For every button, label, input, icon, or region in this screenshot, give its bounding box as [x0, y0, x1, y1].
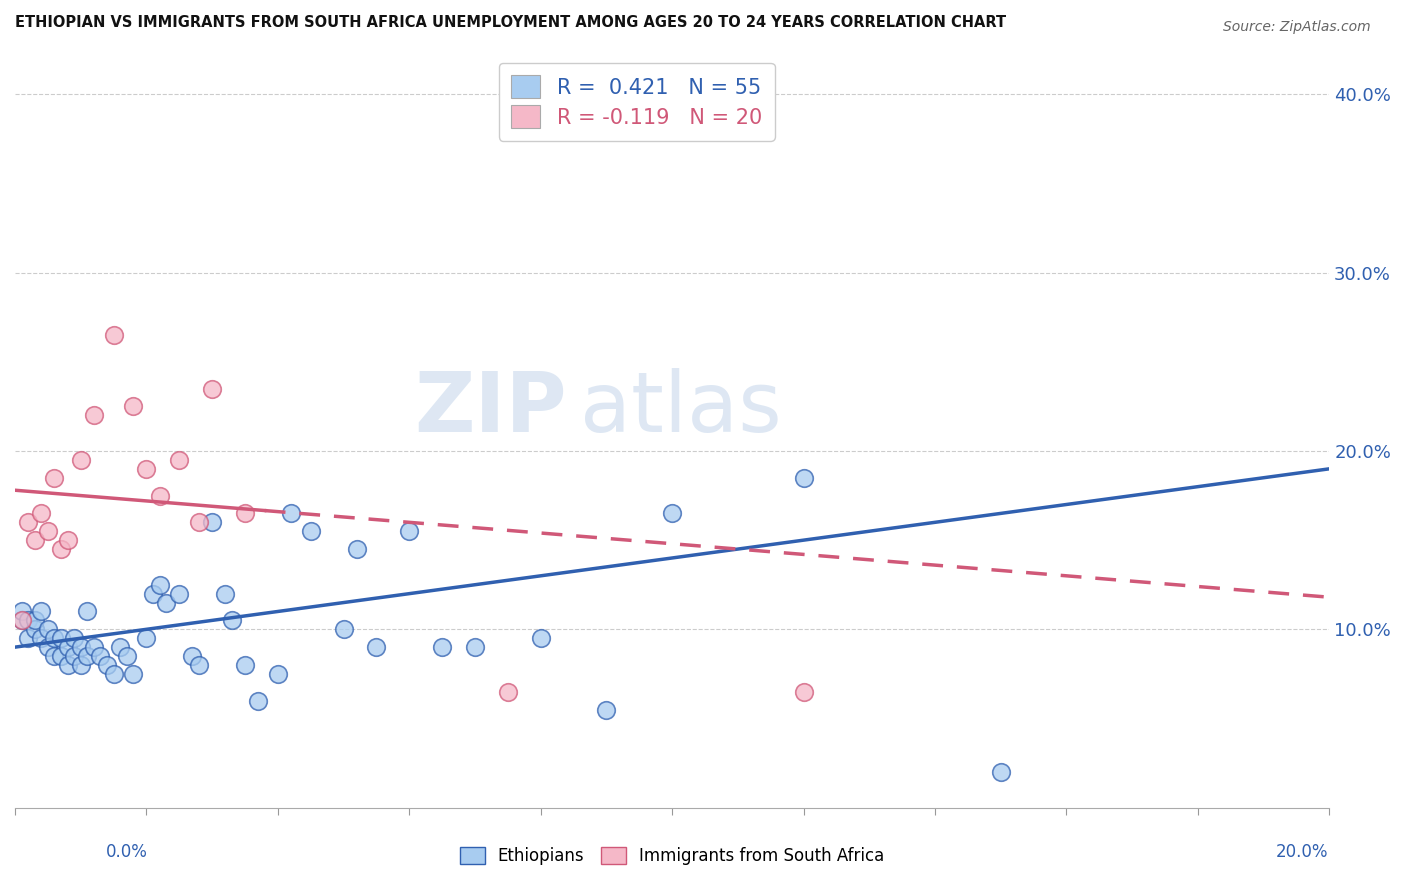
Point [530, 631, 553, 645]
Point [63, 631, 86, 645]
Point [44, 631, 66, 645]
Text: Source: ZipAtlas.com: Source: ZipAtlas.com [1223, 20, 1371, 34]
Point [142, 587, 165, 601]
Point [201, 516, 224, 530]
Point [24, 623, 46, 637]
Text: ZIP: ZIP [415, 368, 567, 450]
Point [155, 596, 177, 610]
Point [464, 640, 486, 654]
Point [346, 542, 368, 557]
Point [214, 587, 236, 601]
Point [115, 648, 138, 663]
Point [17, 614, 39, 628]
Point [280, 507, 302, 521]
Point [661, 507, 683, 521]
Point [96, 657, 118, 672]
Point [103, 328, 125, 343]
Point [56, 640, 79, 654]
Point [17, 631, 39, 645]
Point [233, 657, 256, 672]
Point [17, 516, 39, 530]
Point [49, 648, 72, 663]
Point [30, 605, 52, 619]
Point [169, 453, 191, 467]
Text: ETHIOPIAN VS IMMIGRANTS FROM SOUTH AFRICA UNEMPLOYMENT AMONG AGES 20 TO 24 YEARS: ETHIOPIAN VS IMMIGRANTS FROM SOUTH AFRIC… [15, 15, 1007, 30]
Point [103, 666, 125, 681]
Point [76, 605, 98, 619]
Text: 20.0%: 20.0% [1277, 843, 1329, 861]
Point [76, 648, 98, 663]
Point [267, 666, 290, 681]
Point [24, 614, 46, 628]
Point [63, 648, 86, 663]
Point [233, 507, 256, 521]
Point [30, 631, 52, 645]
Point [188, 657, 211, 672]
Point [69, 640, 91, 654]
Point [37, 640, 59, 654]
Point [49, 542, 72, 557]
Point [24, 533, 46, 548]
Point [49, 631, 72, 645]
Point [89, 648, 111, 663]
Point [247, 693, 270, 707]
Point [30, 507, 52, 521]
Point [135, 462, 157, 476]
Point [148, 489, 170, 503]
Point [793, 684, 815, 698]
Point [122, 400, 145, 414]
Text: atlas: atlas [581, 368, 782, 450]
Point [188, 516, 211, 530]
Point [83, 409, 105, 423]
Point [366, 640, 388, 654]
Point [69, 657, 91, 672]
Text: 0.0%: 0.0% [105, 843, 148, 861]
Point [10, 614, 32, 628]
Legend: R =  0.421   N = 55, R = -0.119   N = 20: R = 0.421 N = 55, R = -0.119 N = 20 [499, 62, 775, 141]
Point [430, 640, 453, 654]
Point [108, 640, 131, 654]
Point [83, 640, 105, 654]
Point [148, 578, 170, 592]
Point [10, 614, 32, 628]
Point [135, 631, 157, 645]
Point [332, 623, 354, 637]
Point [398, 524, 420, 539]
Point [44, 471, 66, 485]
Point [496, 684, 519, 698]
Point [221, 614, 243, 628]
Point [56, 657, 79, 672]
Point [299, 524, 322, 539]
Point [169, 587, 191, 601]
Point [990, 764, 1012, 779]
Point [201, 382, 224, 396]
Point [181, 648, 204, 663]
Point [69, 453, 91, 467]
Point [10, 605, 32, 619]
Point [44, 648, 66, 663]
Point [793, 471, 815, 485]
Point [56, 533, 79, 548]
Point [122, 666, 145, 681]
Point [595, 702, 617, 716]
Point [37, 623, 59, 637]
Point [37, 524, 59, 539]
